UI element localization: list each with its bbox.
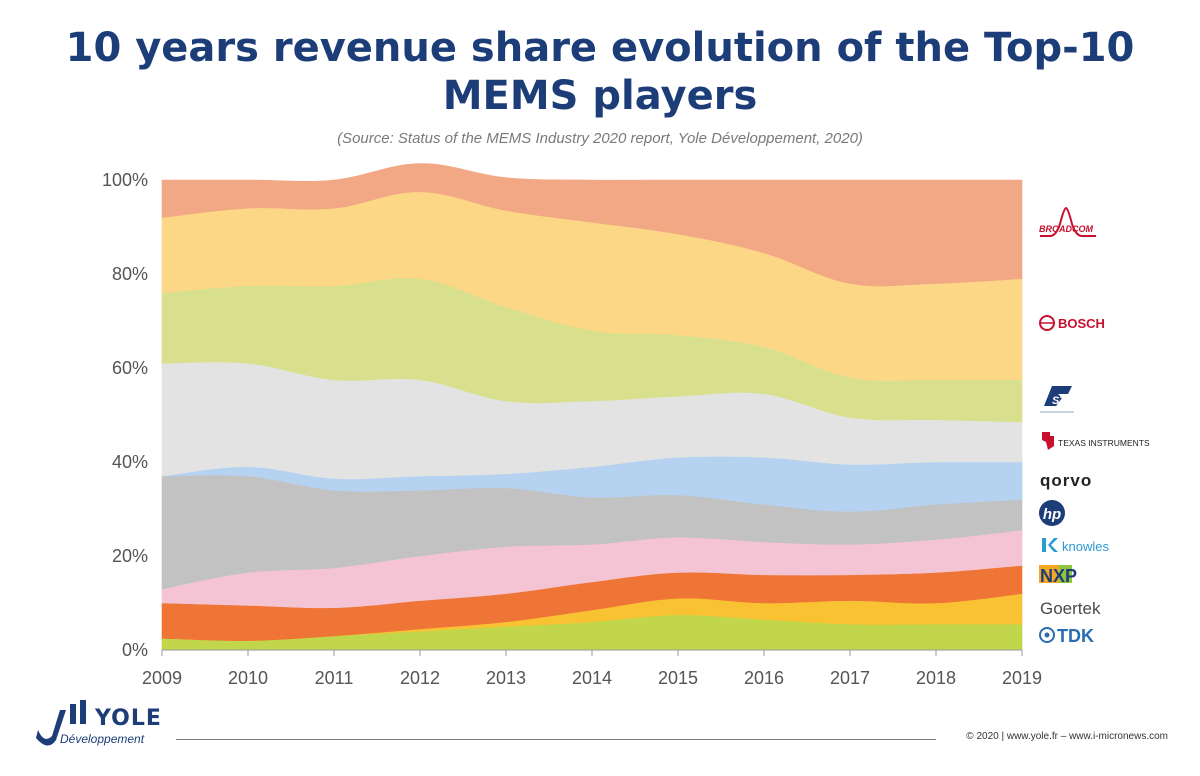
chart-title-line-1: 10 years revenue share evolution of the … [65, 25, 1135, 71]
tdk-logo: TDK [1039, 626, 1094, 646]
x-tick-label: 2018 [916, 668, 956, 688]
qorvo-logo: qorvo [1040, 471, 1092, 490]
st-logo: ST [1040, 386, 1074, 413]
x-tick-label: 2015 [658, 668, 698, 688]
knowles-logo: knowles [1042, 538, 1109, 554]
chart-title: 10 years revenue share evolution of the … [0, 24, 1200, 120]
yole-brand-name: YOLE [95, 706, 162, 731]
y-tick-label: 0% [122, 640, 148, 660]
axes-group: 2009 2010 2011 2012 2013 2014 2015 2016 2017 2018… [102, 170, 1042, 688]
x-tick-label: 2017 [830, 668, 870, 688]
texas-instruments-logo-text: TEXAS INSTRUMENTS [1058, 438, 1150, 448]
y-tick-label: 100% [102, 170, 148, 190]
x-tick-label: 2011 [315, 668, 354, 688]
broadcom-logo: BROADCOM [1039, 206, 1096, 237]
footer-copyright: © 2020 | www.yole.fr – www.i-micronews.c… [966, 731, 1168, 742]
legend-logos: BROADCOM BOSCH ST TEXAS INSTRUMENTS qorv… [1039, 206, 1150, 646]
x-tick-label: 2012 [400, 668, 440, 688]
area-series-broadcom [161, 163, 1023, 287]
x-tick-label: 2019 [1002, 668, 1042, 688]
y-tick-label: 60% [112, 358, 148, 378]
goertek-logo: Goertek [1040, 599, 1101, 618]
st-logo-text: ST [1052, 395, 1067, 407]
nxp-logo: NXP [1039, 565, 1077, 586]
area-series-group [161, 163, 1023, 651]
nxp-logo-text: NXP [1040, 566, 1077, 586]
bosch-logo-text: BOSCH [1058, 316, 1105, 331]
y-tick-label: 40% [112, 452, 148, 472]
texas-instruments-logo: TEXAS INSTRUMENTS [1042, 432, 1150, 450]
yole-brand-subtitle: Développement [60, 732, 145, 746]
x-tick-label: 2013 [486, 668, 526, 688]
x-tick-label: 2010 [228, 668, 268, 688]
y-tick-label: 20% [112, 546, 148, 566]
x-tick-label: 2014 [572, 668, 612, 688]
footer-divider [176, 739, 936, 740]
chart-subtitle: (Source: Status of the MEMS Industry 202… [337, 130, 863, 147]
x-tick-label: 2009 [142, 668, 182, 688]
tdk-logo-text: TDK [1057, 626, 1094, 646]
broadcom-logo-text: BROADCOM [1039, 224, 1093, 234]
y-tick-label: 80% [112, 264, 148, 284]
hp-logo-text: hp [1043, 506, 1061, 523]
bosch-logo: BOSCH [1039, 315, 1105, 331]
knowles-logo-text: knowles [1062, 539, 1109, 554]
chart-title-line-2: MEMS players [442, 73, 758, 119]
hp-logo: hp [1039, 500, 1065, 526]
yole-logo-mark [36, 700, 86, 746]
x-tick-label: 2016 [744, 668, 784, 688]
